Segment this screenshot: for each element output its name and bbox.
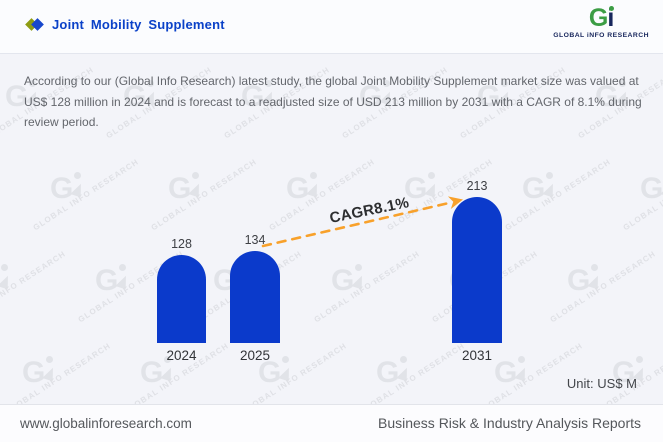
logo-name: GLOBAL iNFO RESEARCH xyxy=(553,32,649,39)
cagr-arrow xyxy=(261,196,463,248)
footer-website: www.globalinforesearch.com xyxy=(20,416,192,431)
bar-value-label: 128 xyxy=(171,237,192,251)
logo-letter-i: i xyxy=(607,4,614,32)
logo-gi-icon: Gi xyxy=(553,6,649,31)
main-area: G GLOBAL INFO RESEARCH G GLOBAL INFO RESEAR… xyxy=(0,54,663,405)
market-description: According to our (Global Info Research) … xyxy=(24,74,642,129)
bar-2024 xyxy=(157,255,206,343)
logo-letter-g: G xyxy=(588,4,608,32)
bar-chart: CAGR8.1% 128 2024 134 2025 213 2031 Unit: US$… xyxy=(0,54,663,405)
report-title-block: Joint Mobility Supplement xyxy=(25,17,225,32)
footer: www.globalinforesearch.com Business Risk… xyxy=(0,404,663,442)
header: Joint Mobility Supplement Gi GLOBAL iNFO… xyxy=(0,0,663,54)
bar-year-label: 2025 xyxy=(239,348,271,363)
unit-label: Unit: US$ M xyxy=(566,376,637,391)
bar-year-label: 2031 xyxy=(461,348,493,363)
bar-year-label: 2024 xyxy=(166,348,197,363)
page-title: Joint Mobility Supplement xyxy=(52,17,225,32)
bar-value-label: 134 xyxy=(244,233,266,247)
footer-tagline: Business Risk & Industry Analysis Report… xyxy=(378,415,641,431)
company-logo: Gi GLOBAL iNFO RESEARCH xyxy=(553,6,649,40)
bar-value-label: 213 xyxy=(466,179,488,193)
